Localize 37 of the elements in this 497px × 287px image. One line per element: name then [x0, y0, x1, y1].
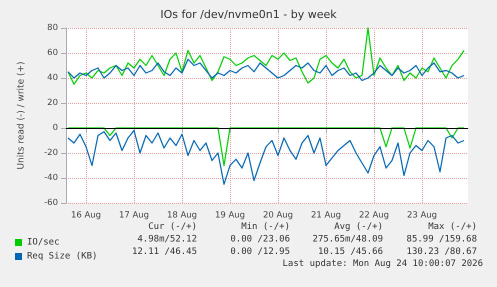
line-series: [67, 127, 465, 166]
text: 0.00 /23.06: [230, 234, 290, 244]
y-tick-label: 40: [47, 73, 58, 83]
text: Last update: Mon Aug 24 10:00:07 2026: [282, 259, 483, 269]
y-tick-label: 20: [47, 98, 58, 108]
text: Avg (-/+): [334, 222, 383, 232]
text: 130.23 /80.67: [406, 247, 477, 257]
y-tick-label: 80: [47, 23, 58, 33]
text: 0.00 /12.95: [230, 247, 290, 257]
text: Cur (-/+): [148, 222, 197, 232]
y-tick-label: -60: [44, 198, 58, 208]
text: 85.99 /159.68: [406, 234, 477, 244]
text: 4.98m/52.12: [137, 234, 197, 244]
x-tick-label: 23 Aug: [406, 210, 438, 220]
x-tick-label: 22 Aug: [358, 210, 390, 220]
x-tick-label: 21 Aug: [310, 210, 342, 220]
x-tick-label: 17 Aug: [118, 210, 150, 220]
y-tick-label: -20: [44, 148, 58, 158]
text: Min (-/+): [241, 222, 290, 232]
y-axis-title: Units read (-) / write (+): [16, 61, 26, 170]
y-tick-label: -40: [44, 173, 58, 183]
x-tick-label: 18 Aug: [166, 210, 198, 220]
line-series: [67, 130, 465, 185]
x-tick-label: 19 Aug: [214, 210, 246, 220]
text: 275.65m/48.09: [312, 234, 383, 244]
x-tick-label: 20 Aug: [262, 210, 294, 220]
legend-label: Req Size (KB): [27, 252, 98, 262]
x-tick-label: 16 Aug: [70, 210, 102, 220]
line-series: [67, 27, 465, 85]
text: 12.11 /46.45: [132, 247, 197, 257]
line-series: [67, 58, 465, 82]
text: 10.15 /45.66: [318, 247, 383, 257]
chart-title: IOs for /dev/nvme0n1 - by week: [160, 8, 338, 21]
y-tick-label: 60: [47, 48, 58, 58]
legend-label: IO/sec: [27, 238, 60, 248]
y-tick-label: 0: [52, 123, 58, 133]
text: Max (-/+): [428, 222, 477, 232]
